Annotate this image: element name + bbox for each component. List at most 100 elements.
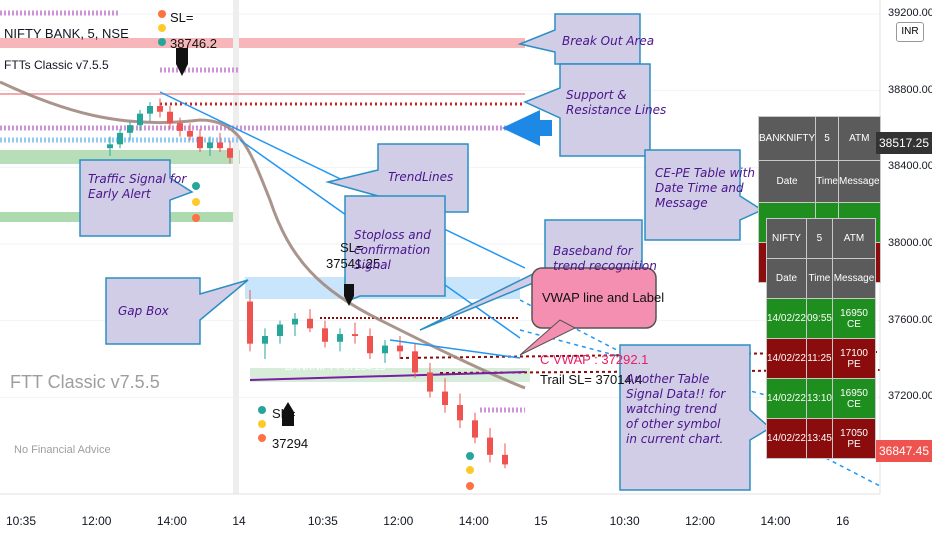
table-row: 14/02/22 13:45 17050 PE (766, 418, 877, 459)
bn-header-tf: 5 (815, 116, 839, 161)
candle-body (457, 405, 463, 421)
y-tick-label: 38000.00 (888, 237, 932, 249)
table-row: 14/02/22 13:10 16950 CE (766, 378, 877, 419)
row-date: 14/02/22 (766, 338, 807, 379)
callout-gapbox-text: Gap Box (118, 304, 169, 318)
x-tick-label: 12:00 (685, 514, 716, 528)
currency-label[interactable]: INR (896, 22, 924, 42)
callout-trendlines-text: TrendLines (388, 170, 454, 184)
x-tick-label: 10:35 (6, 514, 37, 528)
candle-body (442, 391, 448, 405)
row-date: 14/02/22 (766, 378, 807, 419)
x-tick-label: 15 (534, 514, 548, 528)
candle-body (127, 125, 133, 133)
x-tick-label: 12:00 (383, 514, 414, 528)
trail-sl-label: Trail SL= 37014.4 (540, 372, 643, 387)
nf-col-date: Date (766, 258, 807, 299)
candle-body (117, 132, 123, 145)
sl-marker-mid (344, 284, 354, 306)
callout-traffic (79, 159, 194, 237)
breakout-zone (0, 38, 525, 48)
x-tick-label: 14:00 (458, 514, 489, 528)
moving-average (0, 80, 526, 390)
candle-body (217, 142, 223, 149)
callout-breakout-text: Break Out Area (562, 34, 655, 48)
row-message: 16950 CE (831, 298, 877, 339)
sl-price-mid: 37541.25 (326, 256, 381, 271)
candle-body (262, 336, 268, 344)
row-time: 09:55 (805, 298, 833, 339)
banknifty-line-label: BANKNIFTY 37234.15 (285, 362, 386, 373)
indicator-title[interactable]: FTTs Classic v7.5.5 (4, 58, 109, 72)
candle-body (247, 301, 253, 344)
candle-body (337, 334, 343, 342)
trendline-3 (389, 339, 521, 359)
y-tick-label: 38400.00 (888, 160, 932, 173)
session-divider (233, 0, 239, 494)
y-tick-label: 37200.00 (888, 390, 932, 403)
vwap-label: C VWAP : 37292.1 (540, 352, 649, 367)
callout-support-text: Support & Resistance Lines (566, 88, 667, 117)
callout-breakout (517, 13, 641, 65)
candle-body (157, 106, 163, 112)
traffic-dots-bottom (466, 452, 474, 490)
row-time: 13:45 (805, 418, 833, 459)
candle-body (397, 345, 403, 352)
candle-body (307, 318, 313, 329)
candle-body (427, 372, 433, 392)
candle-body (207, 142, 213, 149)
candle-body (322, 328, 328, 342)
sl-label-mid: SL= (340, 240, 364, 255)
y-tick-label: 38800.00 (888, 83, 932, 96)
bn-col-message: Message (837, 160, 881, 203)
nf-col-time: Time (805, 258, 833, 299)
row-date: 14/02/22 (766, 418, 807, 459)
table-row: 14/02/22 09:55 16950 CE (766, 298, 877, 339)
candle-body (412, 351, 418, 373)
sl-marker-top (176, 48, 188, 76)
row-message: 17100 PE (831, 338, 877, 379)
x-tick-label: 12:00 (81, 514, 112, 528)
traffic-dots-top (158, 10, 166, 46)
nf-header-symbol: NIFTY (766, 218, 807, 259)
callout-another (619, 344, 772, 491)
candles (107, 98, 508, 469)
callout-gapbox (105, 277, 249, 345)
callout-baseband-text: Baseband for trend recognition (553, 244, 657, 273)
candle-body (177, 123, 183, 131)
callout-cepe-text: CE-PE Table with Date Time and Message (655, 166, 755, 210)
nifty-table: NIFTY 5 ATM Date Time Message 14/02/22 0… (766, 218, 877, 459)
bn-header-atm: ATM (837, 116, 881, 161)
candle-body (197, 136, 203, 149)
candle-body (147, 106, 153, 114)
nf-header-tf: 5 (805, 218, 833, 259)
callout-another-text: Another Table Signal Data!! for watching… (626, 372, 726, 446)
candle-body (227, 148, 233, 158)
sl-price-bottom: 37294 (272, 436, 309, 451)
candle-body (502, 454, 508, 465)
candle-body (187, 130, 193, 137)
y-tick-label: 37600.00 (888, 313, 932, 326)
y-tick-label: 39200.00 (888, 7, 932, 19)
watermark: FTT Classic v7.5.5 (10, 372, 160, 392)
callout-vwap-text: VWAP line and Label (542, 290, 665, 305)
candle-body (367, 336, 373, 354)
x-tick-label: 16 (836, 514, 850, 528)
sl-label-top: SL= (170, 10, 194, 25)
sl-price-top: 38746.2 (170, 36, 217, 51)
row-time: 13:10 (805, 378, 833, 419)
candle-body (167, 111, 173, 124)
support-arrow (502, 110, 552, 146)
x-tick-label: 14:00 (760, 514, 791, 528)
bn-col-time: Time (815, 160, 839, 203)
candle-body (107, 144, 113, 149)
current-price-tag: 38517.25 (876, 132, 932, 154)
row-time: 11:25 (805, 338, 833, 379)
traffic-dots-left (192, 182, 200, 222)
symbol-title[interactable]: NIFTY BANK, 5, NSE (4, 26, 129, 41)
x-tick-label: 14 (232, 514, 246, 528)
baseline-purple (249, 371, 526, 381)
callout-vwap (519, 267, 657, 356)
traffic-dots-bottom-left (258, 406, 266, 442)
